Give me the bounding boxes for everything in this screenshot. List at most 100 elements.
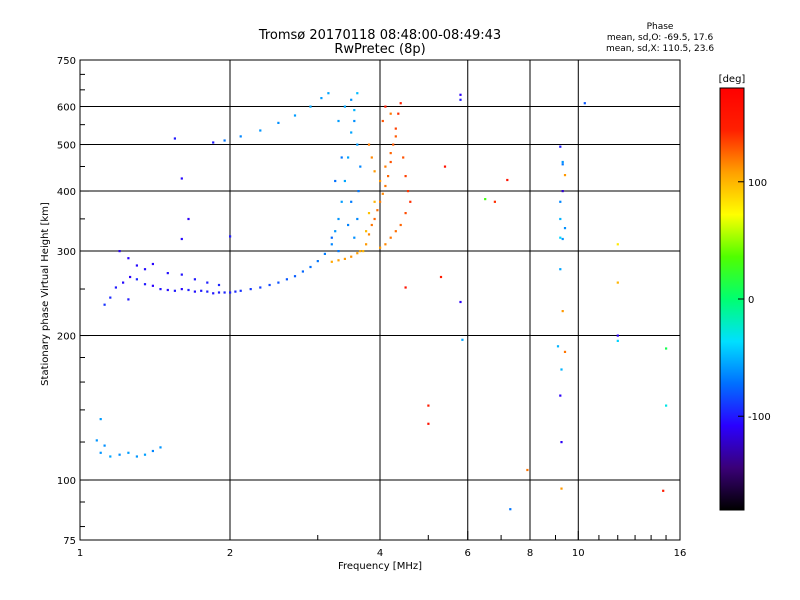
- data-point: [187, 288, 190, 292]
- x-tick-label: 16: [674, 548, 687, 559]
- data-point: [180, 237, 183, 241]
- data-point: [129, 275, 132, 279]
- data-point: [616, 334, 619, 337]
- data-point: [277, 281, 280, 284]
- data-point: [493, 200, 496, 203]
- data-point: [301, 270, 304, 273]
- data-point: [563, 350, 567, 353]
- data-point: [330, 260, 333, 263]
- data-point: [212, 292, 215, 295]
- data-point: [249, 288, 252, 291]
- y-axis-ticks: 75 100 200 300 400 500 600 750: [57, 56, 89, 547]
- data-point: [327, 92, 330, 95]
- data-point: [404, 175, 407, 178]
- data-point: [359, 250, 362, 253]
- x-tick-label: 8: [527, 548, 533, 559]
- data-point: [229, 291, 232, 294]
- phase-stats-o: mean, sd,O: -69.5, 17.6: [606, 33, 714, 43]
- data-point: [143, 268, 147, 271]
- data-point: [206, 290, 209, 293]
- data-point: [353, 109, 356, 112]
- colorbar-tick-label: 100: [748, 178, 767, 189]
- data-point: [404, 286, 407, 289]
- data-point: [394, 230, 397, 233]
- data-point: [365, 243, 368, 246]
- data-point: [379, 179, 382, 183]
- data-point: [559, 236, 562, 239]
- data-point: [109, 455, 112, 458]
- data-point: [323, 252, 326, 255]
- data-point: [350, 98, 353, 101]
- y-tick-label: 600: [57, 103, 76, 114]
- data-point: [662, 489, 665, 492]
- data-point: [193, 278, 196, 281]
- y-tick-label: 750: [57, 56, 76, 67]
- data-point: [392, 143, 395, 146]
- data-point: [439, 275, 443, 279]
- data-point: [362, 250, 365, 253]
- data-point: [334, 179, 337, 183]
- data-point: [309, 105, 312, 108]
- data-point: [384, 243, 387, 246]
- data-point: [173, 137, 176, 140]
- data-point: [159, 446, 162, 449]
- data-point: [402, 156, 405, 159]
- data-point: [370, 223, 373, 227]
- data-point: [127, 298, 130, 301]
- data-point: [334, 230, 337, 233]
- data-point: [350, 255, 353, 258]
- data-point: [665, 347, 668, 350]
- data-point: [173, 289, 176, 292]
- data-point: [563, 174, 567, 177]
- y-tick-label: 100: [57, 476, 76, 487]
- data-point: [259, 129, 262, 132]
- y-tick-label: 500: [57, 141, 76, 152]
- x-tick-label: 10: [572, 548, 585, 559]
- data-point: [122, 281, 125, 284]
- data-point: [357, 190, 360, 193]
- data-point: [135, 455, 138, 458]
- data-point: [356, 143, 359, 146]
- data-point: [616, 339, 619, 342]
- data-point: [343, 105, 346, 108]
- data-point: [293, 114, 297, 117]
- data-point: [118, 453, 121, 456]
- phase-stats-x: mean, sd,X: 110.5, 23.6: [605, 44, 715, 54]
- data-point: [560, 487, 563, 490]
- data-point: [461, 338, 464, 341]
- data-point: [95, 439, 98, 442]
- data-point: [559, 268, 562, 271]
- data-point: [561, 160, 564, 164]
- data-point: [367, 212, 371, 215]
- y-tick-label: 400: [57, 187, 76, 198]
- data-point: [309, 265, 312, 269]
- data-point: [99, 418, 102, 421]
- data-point: [356, 92, 359, 95]
- colorbar-ticks: 100 0 -100: [738, 178, 771, 423]
- data-point: [217, 283, 221, 287]
- data-point: [151, 262, 154, 266]
- data-point: [397, 112, 400, 115]
- data-point: [506, 178, 509, 182]
- data-point: [217, 291, 221, 294]
- data-point: [365, 230, 368, 233]
- data-point: [459, 300, 462, 304]
- data-point: [337, 250, 340, 253]
- data-point: [353, 119, 356, 123]
- data-point: [350, 131, 353, 134]
- data-point: [343, 179, 346, 183]
- data-point: [193, 290, 196, 293]
- data-point: [559, 200, 562, 203]
- x-axis-ticks: 1 2 4 6 8 10 16: [77, 531, 687, 559]
- data-point: [239, 135, 242, 138]
- data-point: [143, 453, 147, 456]
- colorbar-label: [deg]: [719, 74, 746, 85]
- data-point: [389, 160, 392, 164]
- data-point: [427, 422, 430, 425]
- data-point: [151, 449, 154, 453]
- data-point: [389, 152, 392, 155]
- data-point: [443, 165, 447, 168]
- data-point: [103, 303, 106, 306]
- data-point: [427, 404, 430, 407]
